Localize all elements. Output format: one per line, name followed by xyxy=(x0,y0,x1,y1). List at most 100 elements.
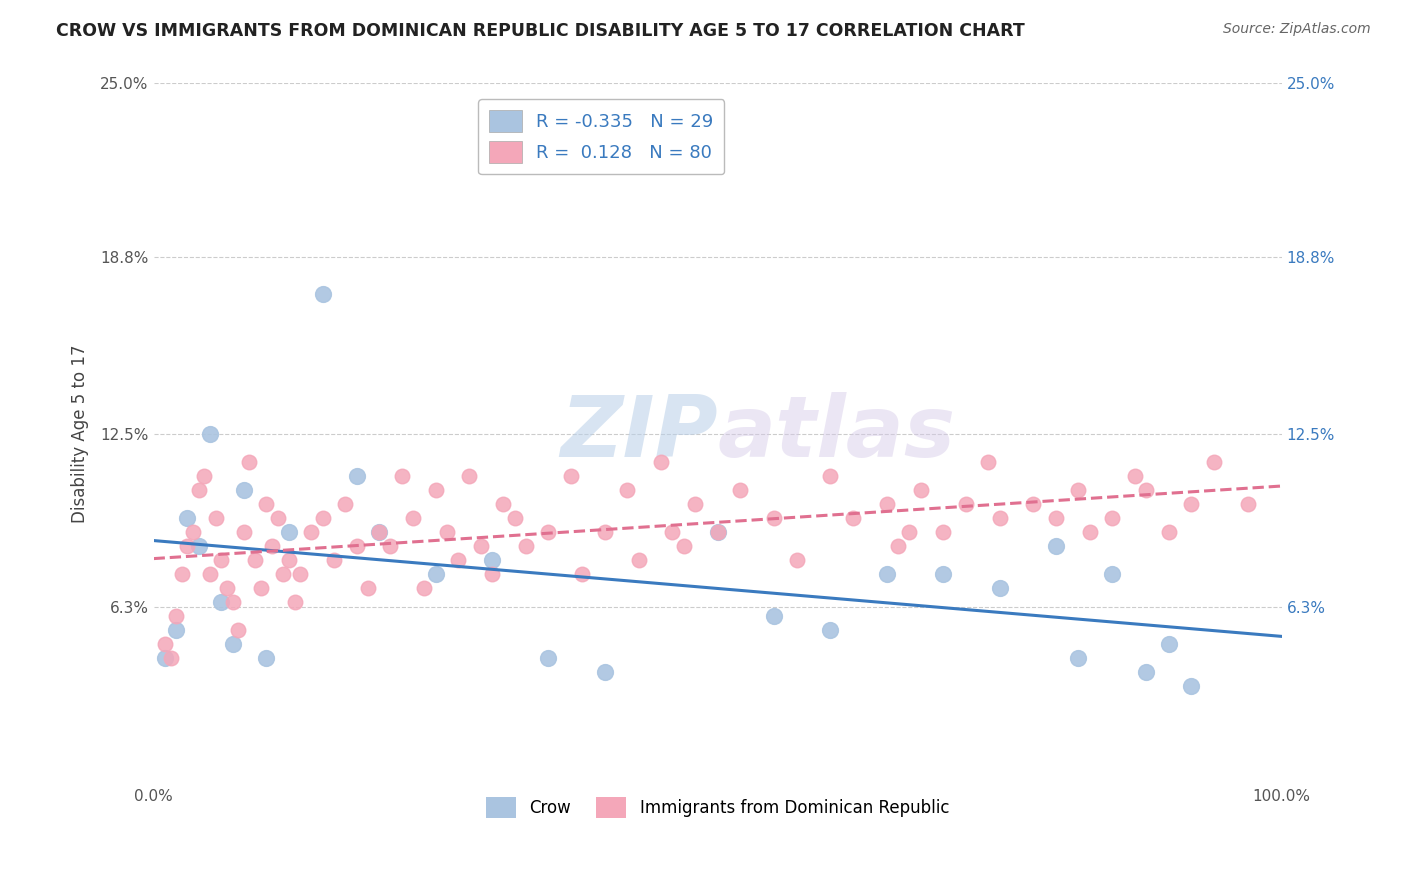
Point xyxy=(209,595,232,609)
Legend: Crow, Immigrants from Dominican Republic: Crow, Immigrants from Dominican Republic xyxy=(479,790,956,824)
Point xyxy=(346,539,368,553)
Point xyxy=(1157,637,1180,651)
Point xyxy=(368,524,391,539)
Point xyxy=(560,468,582,483)
Point xyxy=(323,552,346,566)
Point xyxy=(1180,679,1202,693)
Point xyxy=(243,552,266,566)
Point xyxy=(627,552,650,566)
Point xyxy=(898,524,921,539)
Point xyxy=(1135,483,1157,497)
Point xyxy=(176,539,198,553)
Point xyxy=(1045,539,1067,553)
Point xyxy=(425,566,447,581)
Point xyxy=(209,552,232,566)
Point xyxy=(762,608,785,623)
Point xyxy=(153,650,176,665)
Point xyxy=(221,595,243,609)
Point xyxy=(232,483,254,497)
Point xyxy=(650,454,672,468)
Point xyxy=(1067,650,1090,665)
Point xyxy=(706,524,728,539)
Point xyxy=(820,623,842,637)
Point xyxy=(1067,483,1090,497)
Point xyxy=(728,483,751,497)
Point xyxy=(254,650,277,665)
Point xyxy=(1157,524,1180,539)
Point xyxy=(198,426,221,441)
Point xyxy=(335,497,357,511)
Point xyxy=(1101,510,1123,524)
Point xyxy=(786,552,808,566)
Point xyxy=(515,539,537,553)
Point xyxy=(187,539,209,553)
Point xyxy=(181,524,204,539)
Text: ZIP: ZIP xyxy=(560,392,717,475)
Point xyxy=(842,510,865,524)
Point xyxy=(232,524,254,539)
Point xyxy=(537,650,560,665)
Point xyxy=(1045,510,1067,524)
Point xyxy=(238,454,260,468)
Point xyxy=(706,524,728,539)
Point xyxy=(593,524,616,539)
Point xyxy=(683,497,706,511)
Point xyxy=(661,524,683,539)
Point xyxy=(436,524,458,539)
Point xyxy=(357,581,380,595)
Point xyxy=(876,497,898,511)
Point xyxy=(537,524,560,539)
Point xyxy=(932,524,955,539)
Point xyxy=(413,581,436,595)
Point xyxy=(380,539,402,553)
Point xyxy=(593,665,616,679)
Point xyxy=(153,637,176,651)
Point xyxy=(458,468,481,483)
Point xyxy=(312,286,335,301)
Point xyxy=(876,566,898,581)
Point xyxy=(1236,497,1258,511)
Text: Source: ZipAtlas.com: Source: ZipAtlas.com xyxy=(1223,22,1371,37)
Point xyxy=(402,510,425,524)
Point xyxy=(159,650,181,665)
Point xyxy=(187,483,209,497)
Point xyxy=(1022,497,1045,511)
Point xyxy=(301,524,323,539)
Point xyxy=(1135,665,1157,679)
Point xyxy=(278,524,301,539)
Point xyxy=(425,483,447,497)
Point xyxy=(215,581,238,595)
Point xyxy=(284,595,307,609)
Point xyxy=(447,552,470,566)
Point xyxy=(955,497,977,511)
Point xyxy=(977,454,1000,468)
Text: CROW VS IMMIGRANTS FROM DOMINICAN REPUBLIC DISABILITY AGE 5 TO 17 CORRELATION CH: CROW VS IMMIGRANTS FROM DOMINICAN REPUBL… xyxy=(56,22,1025,40)
Point xyxy=(312,510,335,524)
Point xyxy=(290,566,312,581)
Point xyxy=(762,510,785,524)
Point xyxy=(193,468,215,483)
Point xyxy=(254,497,277,511)
Point xyxy=(988,581,1011,595)
Point xyxy=(820,468,842,483)
Point xyxy=(887,539,910,553)
Point xyxy=(176,510,198,524)
Point xyxy=(481,552,503,566)
Text: atlas: atlas xyxy=(717,392,956,475)
Point xyxy=(672,539,695,553)
Point xyxy=(249,581,271,595)
Point xyxy=(910,483,932,497)
Point xyxy=(204,510,226,524)
Point xyxy=(368,524,391,539)
Point xyxy=(492,497,515,511)
Point xyxy=(1101,566,1123,581)
Point xyxy=(221,637,243,651)
Point xyxy=(571,566,593,581)
Point xyxy=(503,510,526,524)
Point xyxy=(346,468,368,483)
Point xyxy=(198,566,221,581)
Point xyxy=(271,566,294,581)
Point xyxy=(1202,454,1225,468)
Point xyxy=(165,623,187,637)
Point xyxy=(226,623,249,637)
